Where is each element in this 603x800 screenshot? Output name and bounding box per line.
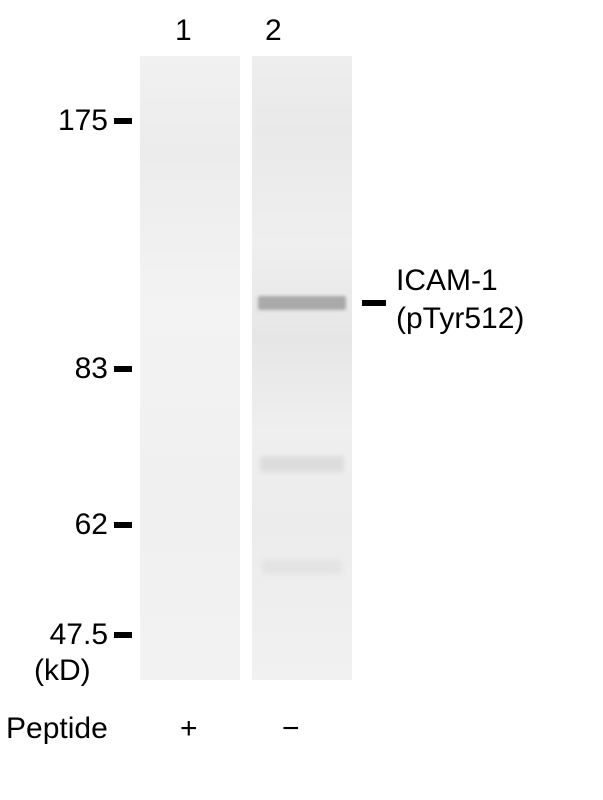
mw-tick-83	[114, 366, 132, 372]
mw-label-62: 62	[75, 508, 108, 542]
mw-label-47-5: 47.5	[50, 618, 108, 652]
target-label: ICAM-1 (pTyr512)	[396, 262, 524, 337]
lane-2	[252, 56, 352, 680]
peptide-lane1-value: +	[180, 712, 198, 746]
target-tick	[362, 300, 386, 306]
mw-units-label: (kD)	[34, 654, 91, 688]
band-faint-1	[260, 456, 344, 472]
lane-1	[140, 56, 240, 680]
band-target	[258, 296, 346, 310]
lane-label-1: 1	[175, 14, 192, 48]
mw-tick-175	[114, 118, 132, 124]
mw-label-83: 83	[75, 352, 108, 386]
peptide-row-label: Peptide	[6, 712, 108, 746]
band-faint-2	[262, 560, 342, 574]
lane-label-2: 2	[265, 14, 282, 48]
western-blot-figure: 1 2 175 83 62 47.5 (kD) ICAM-1 (pTyr512)…	[0, 0, 603, 800]
peptide-lane2-value: −	[282, 712, 300, 746]
target-site: (pTyr512)	[396, 300, 524, 338]
mw-label-175: 175	[58, 104, 108, 138]
target-name: ICAM-1	[396, 262, 524, 300]
mw-tick-47-5	[114, 632, 132, 638]
mw-tick-62	[114, 522, 132, 528]
